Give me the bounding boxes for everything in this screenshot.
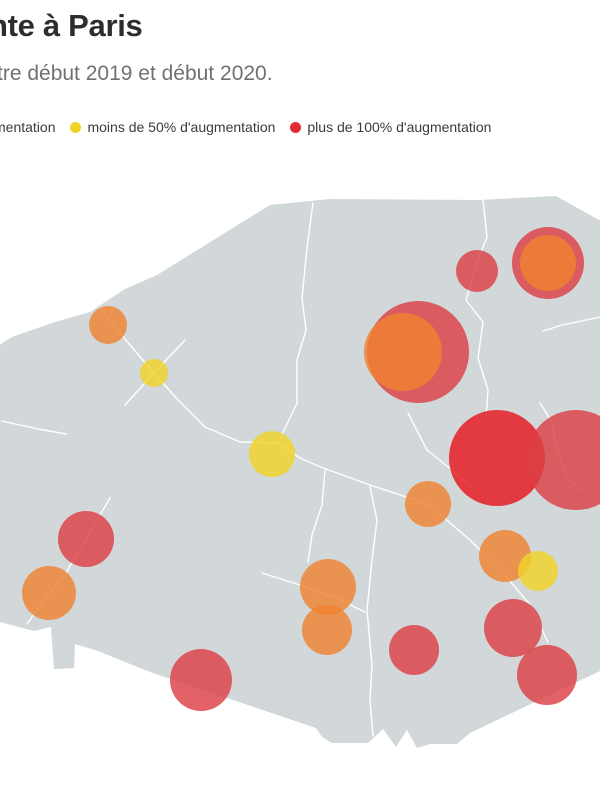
district-border-line: [465, 199, 489, 421]
bubble-orange[interactable]: [300, 559, 356, 615]
district-border-line: [366, 486, 378, 737]
legend-label: plus de 100% d'augmentation: [307, 119, 492, 135]
page-subtitle: tre début 2019 et début 2020.: [0, 62, 273, 85]
district-border-line: [542, 316, 600, 332]
bubble-red[interactable]: [58, 511, 114, 567]
bubble-orange[interactable]: [364, 313, 442, 391]
bubble-red[interactable]: [456, 250, 498, 292]
bubble-orange[interactable]: [405, 481, 451, 527]
bubble-orange[interactable]: [479, 530, 531, 582]
legend-dot-yellow-icon: [70, 121, 82, 133]
legend-label: mentation: [0, 119, 56, 135]
district-border-line: [277, 202, 314, 444]
legend-dot-red-icon: [290, 121, 302, 133]
bubble-orange[interactable]: [520, 235, 576, 291]
bubble-red[interactable]: [389, 625, 439, 675]
bubble-yellow[interactable]: [518, 551, 558, 591]
bubble-yellow[interactable]: [140, 359, 168, 387]
bubble-yellow[interactable]: [249, 431, 295, 477]
bubble-orange[interactable]: [89, 306, 127, 344]
legend-item-orange: mentation: [0, 119, 55, 135]
legend-item-yellow: moins de 50% d'augmentation: [70, 119, 275, 135]
legend-label: moins de 50% d'augmentation: [87, 119, 276, 135]
legend-item-red: plus de 100% d'augmentation: [290, 119, 491, 135]
district-border-line: [307, 469, 326, 563]
legend: mentation moins de 50% d'augmentation pl…: [0, 119, 491, 135]
district-border-line: [1, 420, 67, 435]
bubble-red[interactable]: [526, 410, 600, 510]
bubble-red_deep[interactable]: [449, 410, 545, 506]
bubble-red[interactable]: [170, 649, 232, 711]
bubble-red[interactable]: [517, 645, 577, 705]
bubble-orange[interactable]: [302, 605, 352, 655]
page-title: nte à Paris: [0, 8, 143, 43]
bubbles-layer: [22, 227, 600, 711]
bubble-orange[interactable]: [22, 566, 76, 620]
bubble-red[interactable]: [484, 599, 542, 657]
